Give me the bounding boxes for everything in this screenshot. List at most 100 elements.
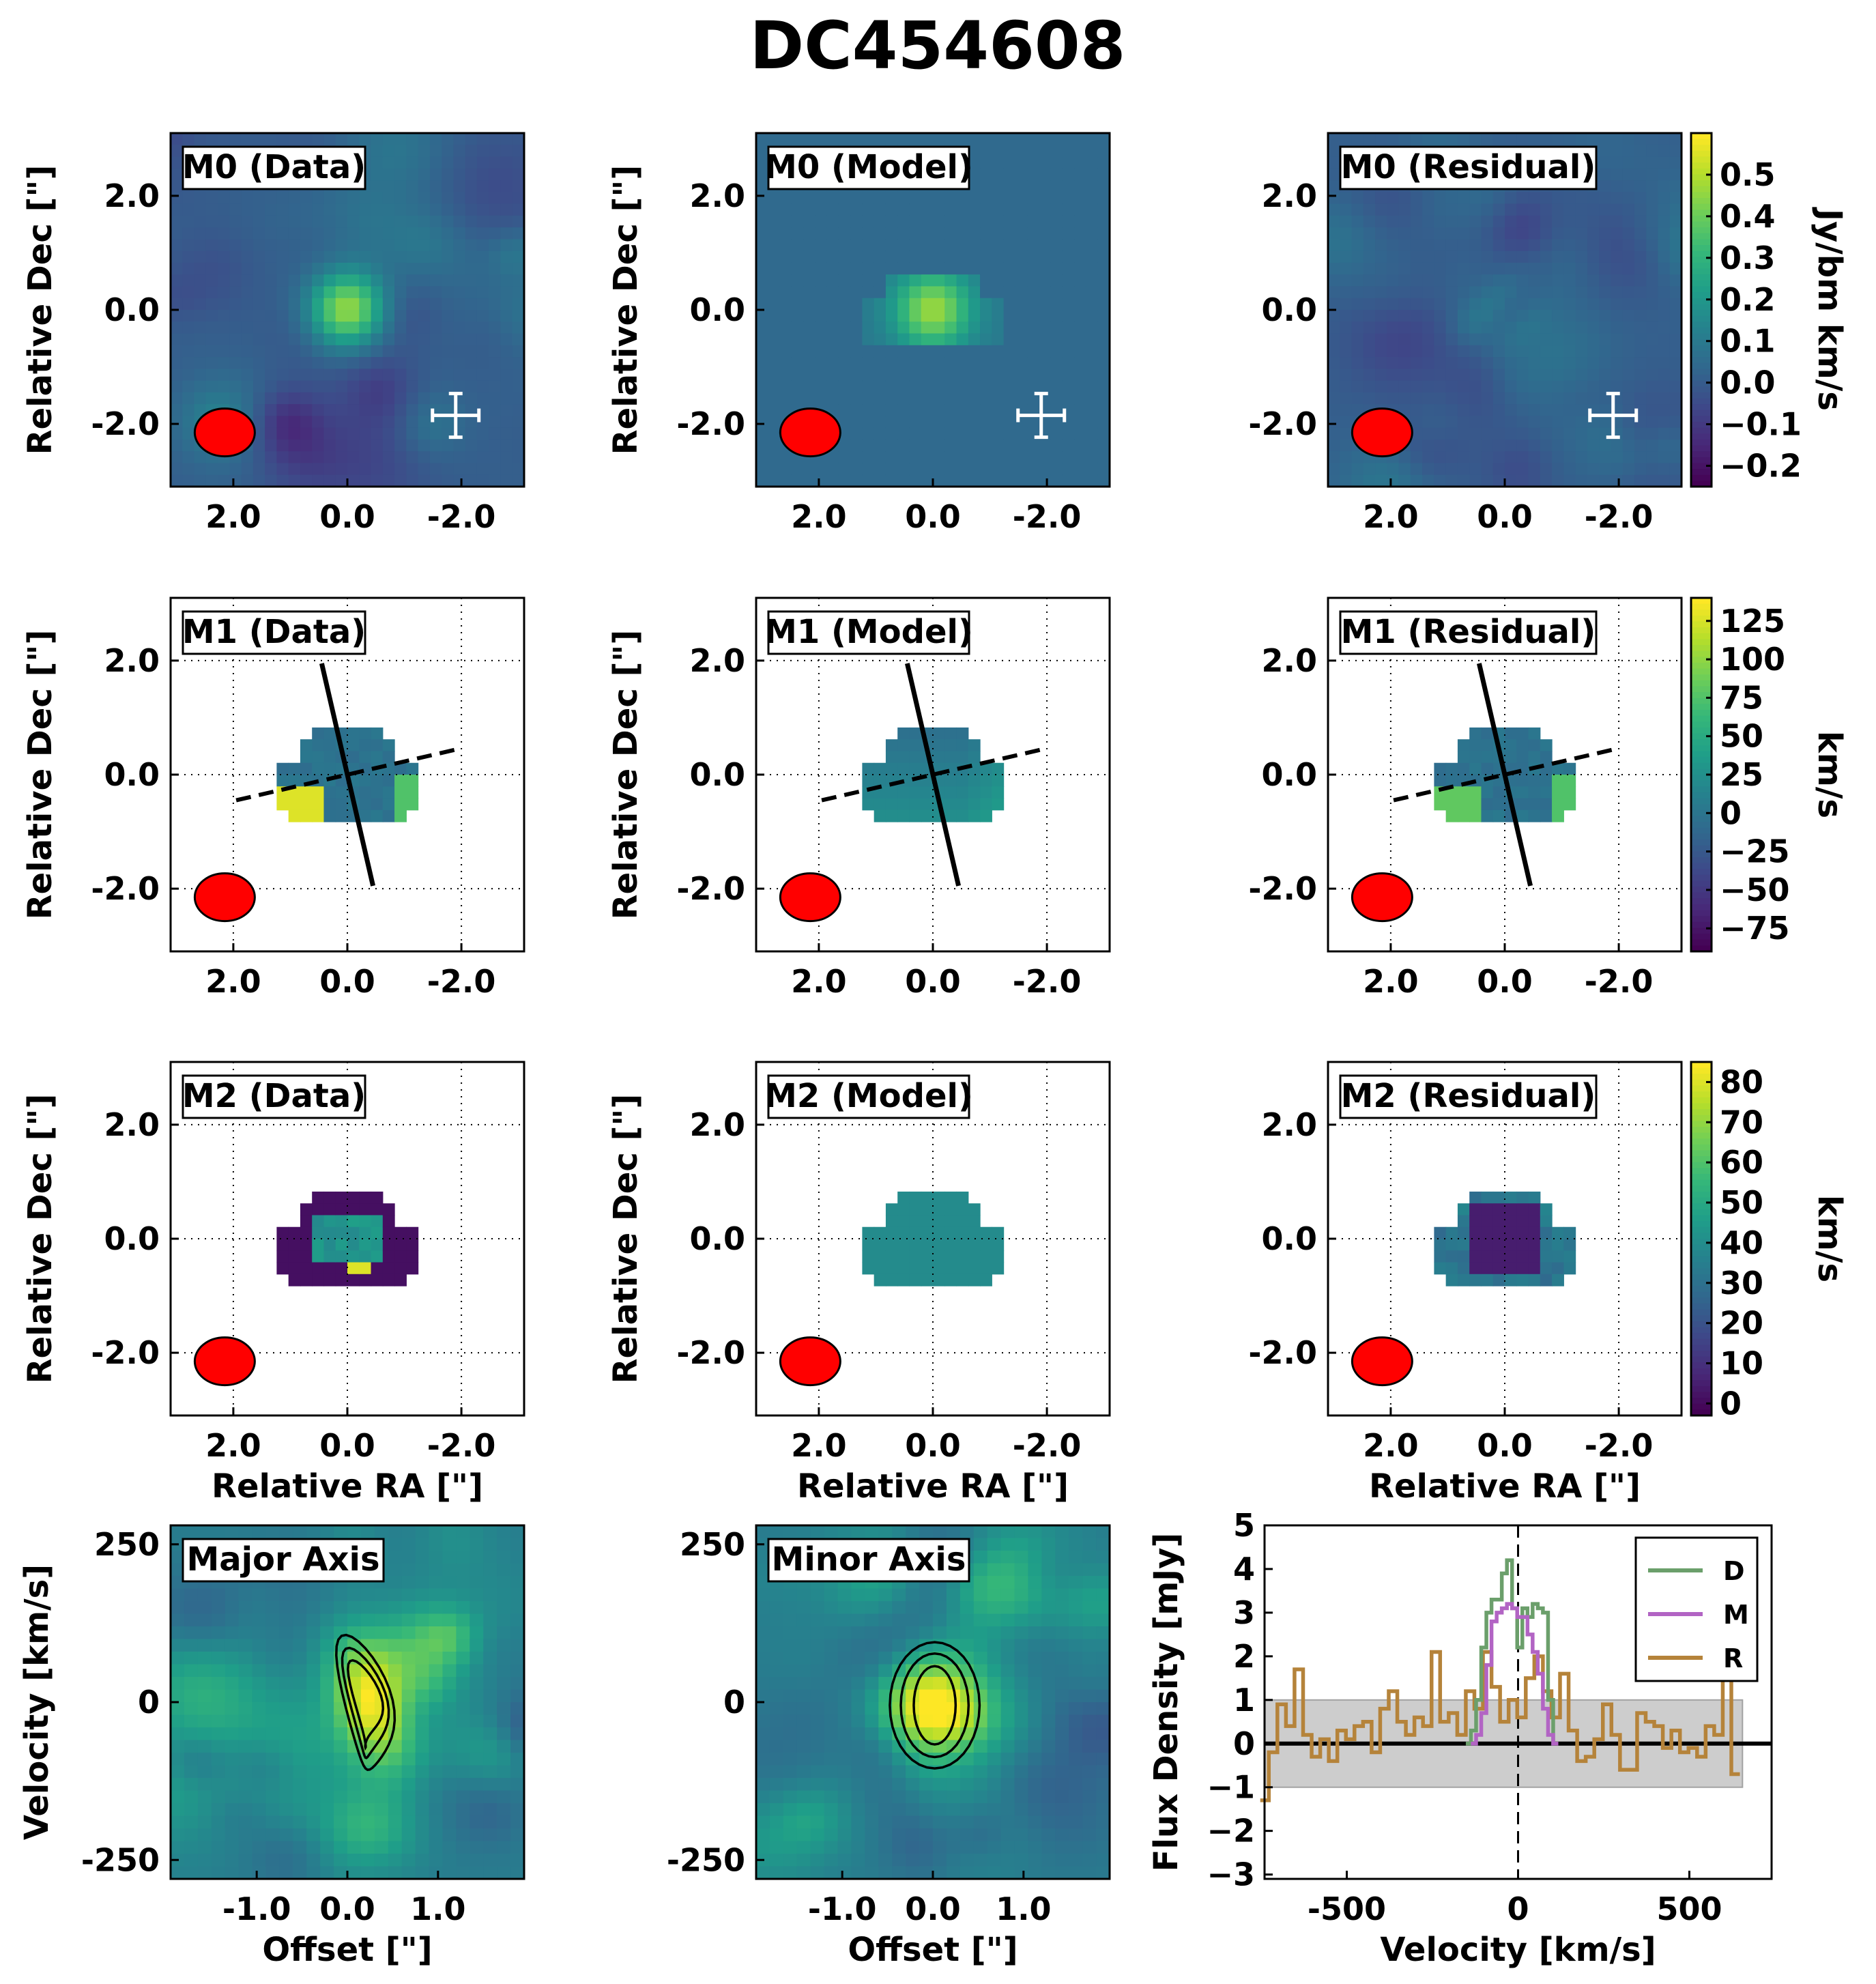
heatmap-cell [783, 1613, 798, 1627]
heatmap-cell [1622, 298, 1635, 311]
heatmap-cell [756, 404, 768, 416]
heatmap-cell [470, 1803, 484, 1817]
heatmap-cell [359, 286, 372, 299]
heatmap-cell [194, 333, 207, 346]
heatmap-cell [906, 1702, 920, 1716]
heatmap-cell [956, 463, 969, 476]
heatmap-cell [897, 739, 910, 752]
heatmap-cell [906, 1803, 920, 1817]
heatmap-cell [1516, 474, 1529, 487]
heatmap-cell [1469, 1191, 1482, 1204]
heatmap-cell [756, 321, 768, 334]
heatmap-cell [306, 1815, 321, 1829]
heatmap-cell [1575, 427, 1588, 440]
heatmap-cell [1669, 286, 1682, 299]
heatmap-cell [1469, 809, 1482, 822]
heatmap-cell [171, 1689, 185, 1703]
heatmap-cell [238, 1753, 253, 1766]
heatmap-cell [1410, 286, 1423, 299]
heatmap-cell [1340, 239, 1353, 252]
heatmap-cell [1505, 250, 1517, 263]
heatmap-cell [838, 380, 851, 393]
heatmap-cell [279, 1525, 293, 1539]
heatmap-cell [197, 1714, 212, 1728]
heatmap-cell [489, 345, 502, 358]
heatmap-cell [1563, 1226, 1576, 1239]
heatmap-cell [229, 392, 242, 405]
heatmap-cell [897, 215, 910, 228]
heatmap-cell [837, 1664, 852, 1678]
heatmap-cell [429, 1790, 444, 1804]
heatmap-cell [510, 1525, 525, 1539]
heatmap-cell [483, 1753, 497, 1766]
heatmap-cell [1027, 321, 1039, 334]
heatmap-cell [1422, 298, 1434, 311]
heatmap-cell [359, 404, 372, 416]
heatmap-cell [1599, 227, 1611, 240]
heatmap-cell [415, 1778, 430, 1792]
y-tick-label: 2.0 [690, 177, 746, 214]
heatmap-cell [1445, 1262, 1458, 1275]
heatmap-cell [300, 392, 313, 405]
heatmap-cell [909, 215, 922, 228]
heatmap-cell [483, 1689, 497, 1703]
heatmap-cell [1599, 203, 1611, 216]
heatmap-cell [956, 1215, 969, 1228]
heatmap-cell [837, 1702, 852, 1716]
heatmap-cell [1074, 298, 1087, 311]
y-tick-label: 0.0 [690, 1220, 746, 1257]
heatmap-cell [1481, 369, 1494, 382]
heatmap-cell [335, 1274, 348, 1286]
heatmap-cell [476, 250, 489, 263]
heatmap-cell [1540, 739, 1553, 752]
heatmap-cell [442, 1588, 457, 1602]
heatmap-cell [959, 1601, 975, 1615]
heatmap-cell [1398, 357, 1411, 369]
colorbar-segment [1691, 1262, 1712, 1269]
heatmap-cell [1622, 416, 1635, 429]
heatmap-cell [394, 203, 407, 216]
heatmap-cell [510, 1689, 525, 1703]
heatmap-cell [1622, 357, 1635, 369]
heatmap-cell [306, 1702, 321, 1716]
heatmap-cells [862, 1191, 1005, 1286]
heatmap-cell [803, 345, 816, 358]
heatmap-cell [1097, 239, 1110, 252]
heatmap-cell [218, 333, 230, 346]
heatmap-cell [862, 286, 875, 299]
heatmap-cell [388, 1601, 403, 1615]
heatmap-cell [1528, 286, 1541, 299]
heatmap-cell [1445, 775, 1458, 787]
heatmap-cell [241, 392, 254, 405]
heatmap-cell [779, 239, 792, 252]
heatmap-cell [335, 192, 348, 205]
heatmap-cell [276, 345, 289, 358]
heatmap-cell [826, 463, 839, 476]
heatmap-cell [1340, 463, 1353, 476]
heatmap-cell [360, 1626, 375, 1640]
heatmap-cell [489, 262, 502, 275]
heatmap-cell [394, 321, 407, 334]
heatmap-cell [756, 1689, 770, 1703]
heatmap-cell [288, 809, 301, 822]
heatmap-cell [171, 1702, 185, 1716]
heatmap-cell [779, 357, 792, 369]
heatmap-cell [323, 392, 336, 405]
heatmap-cell [497, 1576, 511, 1590]
heatmap-cell [862, 239, 875, 252]
heatmap-cell [992, 474, 1005, 487]
heatmap-cell [483, 1727, 497, 1741]
heatmap-cell [810, 1664, 825, 1678]
heatmap-cell [959, 1765, 975, 1779]
heatmap-cell [1528, 404, 1541, 416]
heatmap-cell [992, 345, 1005, 358]
heatmap-cell [1457, 463, 1470, 476]
heatmap-cell [1611, 286, 1624, 299]
heatmap-cell [1516, 227, 1529, 240]
heatmap-cell [334, 1803, 348, 1817]
heatmap-cell [992, 250, 1005, 263]
heatmap-cell [1658, 286, 1671, 299]
heatmap-cell [1434, 380, 1447, 393]
heatmap-cell [374, 1866, 389, 1880]
